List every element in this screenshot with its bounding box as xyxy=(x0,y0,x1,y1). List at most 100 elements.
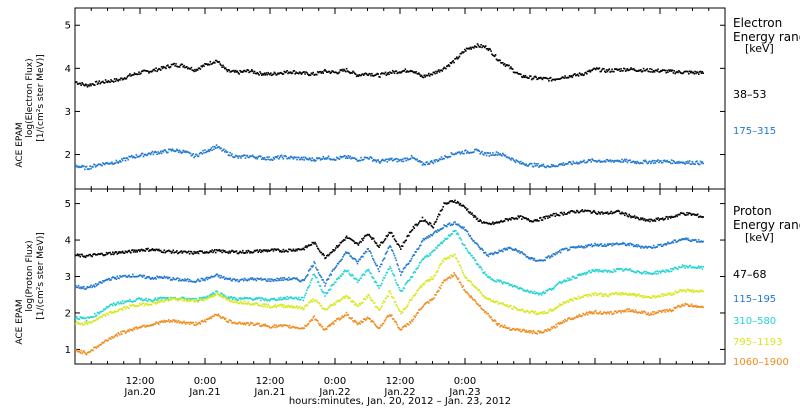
proton-series-2-point xyxy=(149,298,151,301)
electron-series-1-point xyxy=(327,155,330,158)
proton-series-4-point xyxy=(84,351,86,354)
proton-series-3-point xyxy=(560,303,563,306)
electron-series-1-point xyxy=(278,158,280,160)
proton-series-3-point xyxy=(320,304,323,307)
proton-ytick-label-4: 4 xyxy=(65,236,71,247)
proton-series-2-point xyxy=(377,284,379,287)
electron-series-1-point xyxy=(603,160,605,163)
proton-series-2-point xyxy=(142,299,145,301)
electron-series-0-point xyxy=(502,63,505,66)
proton-series-4-point xyxy=(520,330,522,333)
electron-series-1-point xyxy=(645,161,648,163)
electron-series-0-point xyxy=(592,68,594,71)
proton-series-4-point xyxy=(528,330,530,332)
proton-series-0-point xyxy=(346,237,349,239)
electron-series-0-point xyxy=(78,82,81,85)
proton-series-1-point xyxy=(371,255,373,257)
proton-series-2-point xyxy=(356,281,359,284)
proton-series-0-point xyxy=(640,217,642,219)
proton-series-0-point xyxy=(446,202,449,204)
proton-series-2-point xyxy=(502,282,504,285)
proton-series-4-point xyxy=(551,327,554,329)
proton-series-4-point xyxy=(161,320,164,323)
proton-series-3-point xyxy=(125,305,128,308)
electron-series-0-point xyxy=(451,61,454,63)
electron-series-0-point xyxy=(530,75,532,77)
proton-series-0-point xyxy=(367,234,370,236)
proton-series-0-point xyxy=(240,251,242,254)
electron-series-1-point xyxy=(228,154,231,157)
electron-series-1-point xyxy=(366,156,369,159)
proton-series-3 xyxy=(75,253,704,326)
proton-series-1-point xyxy=(644,245,647,248)
proton-series-2-point xyxy=(196,299,199,302)
electron-series-0-point xyxy=(691,72,694,74)
electron-series-1-point xyxy=(511,157,514,160)
proton-series-0-point xyxy=(595,212,597,215)
proton-series-3-point xyxy=(391,296,394,299)
proton-series-1-point xyxy=(209,276,212,279)
proton-series-2-point xyxy=(627,269,630,271)
proton-series-4-point xyxy=(466,292,469,294)
proton-series-0-point xyxy=(365,234,368,237)
electron-series-1-point xyxy=(521,162,524,164)
proton-series-4-point xyxy=(594,310,596,313)
proton-series-0-point xyxy=(374,242,377,244)
proton-series-1-point xyxy=(401,270,404,273)
proton-series-2-point xyxy=(247,297,249,300)
proton-series-1-point xyxy=(375,264,378,267)
electron-series-1-point xyxy=(295,156,297,159)
proton-series-0-point xyxy=(431,225,434,228)
electron-series-0-point xyxy=(682,72,685,74)
proton-series-1-point xyxy=(220,275,222,277)
electron-series-0-point xyxy=(439,69,442,72)
proton-series-1-point xyxy=(456,223,458,226)
electron-series-0-point xyxy=(693,72,695,75)
electron-series-1-point xyxy=(523,163,526,166)
electron-series-0-point xyxy=(130,75,132,77)
electron-series-0-point xyxy=(614,68,616,70)
proton-series-1-point xyxy=(158,276,160,279)
proton-series-3-point xyxy=(405,306,407,309)
electron-series-0-point xyxy=(178,66,181,68)
proton-series-4-point xyxy=(160,320,163,322)
electron-series-0-point xyxy=(521,76,523,78)
proton-series-1-point xyxy=(486,254,489,257)
electron-series-1-point xyxy=(685,161,687,163)
proton-series-0-point xyxy=(540,219,543,221)
proton-series-3-point xyxy=(564,301,566,303)
electron-series-0-point xyxy=(393,72,396,75)
proton-series-0-point xyxy=(101,252,103,255)
electron-series-1-point xyxy=(298,156,300,159)
proton-series-1-point xyxy=(227,277,230,280)
electron-series-0-point xyxy=(321,70,324,73)
proton-series-0-point xyxy=(85,254,88,257)
electron-series-0-point xyxy=(275,74,277,76)
proton-series-3-point xyxy=(337,299,340,302)
proton-series-4-point xyxy=(511,329,513,331)
proton-series-3-point xyxy=(450,255,453,257)
electron-series-0-point xyxy=(234,69,237,72)
electron-series-1-point xyxy=(81,164,83,167)
electron-series-0-point xyxy=(270,74,273,77)
electron-series-1-point xyxy=(196,154,198,156)
electron-series-1-point xyxy=(428,162,430,165)
proton-series-2-point xyxy=(325,292,327,294)
proton-series-1-point xyxy=(362,255,364,258)
electron-series-1-point xyxy=(473,151,475,153)
proton-series-4-point xyxy=(436,291,438,293)
electron-series-1-point xyxy=(354,157,356,159)
proton-series-1-point xyxy=(581,246,584,248)
proton-series-1-point xyxy=(672,241,675,244)
electron-series-1-point xyxy=(387,158,389,160)
electron-series-0-point xyxy=(242,70,245,72)
proton-series-4-point xyxy=(530,330,532,332)
electron-series-0-point xyxy=(510,66,512,68)
proton-series-4-point xyxy=(320,325,323,328)
electron-series-1-point xyxy=(422,162,425,165)
proton-series-0-point xyxy=(665,215,667,218)
proton-series-3-point xyxy=(81,322,83,325)
proton-series-4-point xyxy=(474,300,477,303)
proton-series-1-point xyxy=(539,259,541,261)
proton-series-2-point xyxy=(520,287,522,290)
